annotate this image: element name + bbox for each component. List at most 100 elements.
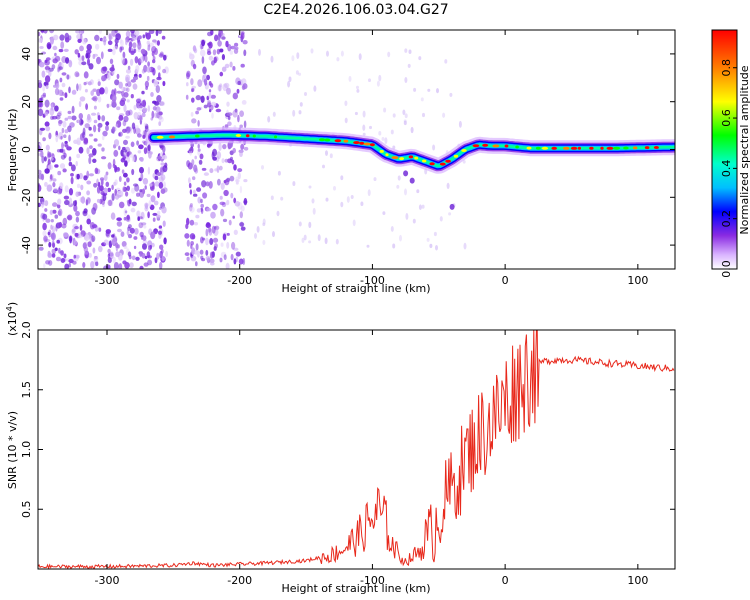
noise-speck [59, 77, 63, 83]
noise-speck [137, 150, 142, 154]
noise-speck [111, 94, 117, 103]
noise-speck [156, 252, 160, 260]
noise-speck [426, 237, 430, 242]
noise-speck [130, 94, 134, 99]
noise-speck [93, 105, 97, 110]
noise-speck [142, 243, 147, 250]
noise-speck [240, 226, 246, 231]
spectrogram-x-ticks: -300 -200 -100 0 100 [95, 30, 648, 287]
noise-speck [232, 66, 236, 71]
noise-speck [212, 237, 219, 243]
noise-speck [299, 102, 303, 107]
noise-speck [195, 243, 199, 251]
noise-speck [156, 172, 162, 177]
noise-speck [48, 67, 54, 72]
noise-speck [45, 126, 51, 132]
noise-speck [111, 64, 115, 71]
noise-speck [192, 63, 197, 70]
noise-speck [78, 113, 84, 120]
noise-speck [206, 50, 212, 56]
noise-speck [410, 126, 414, 134]
noise-speck [107, 253, 111, 259]
noise-speck [156, 210, 161, 216]
noise-speck [87, 58, 90, 66]
noise-speck [45, 260, 51, 265]
noise-speck [152, 59, 156, 64]
noise-speck [103, 239, 109, 246]
noise-speck [310, 48, 314, 54]
noise-speck [202, 237, 206, 241]
noise-speck [61, 72, 67, 76]
noise-speck [138, 73, 142, 78]
noise-speck [152, 100, 157, 104]
noise-speck [242, 257, 246, 266]
noise-speck [232, 215, 235, 219]
noise-speck [236, 88, 240, 94]
noise-speck [192, 176, 196, 181]
spectrogram-noise [38, 30, 467, 269]
noise-speck [162, 155, 168, 160]
noise-speck [83, 71, 89, 79]
noise-speck [216, 151, 222, 160]
ridge-hotspot [369, 143, 375, 147]
noise-speck [195, 95, 201, 101]
noise-speck [210, 83, 214, 88]
noise-speck [346, 196, 350, 203]
noise-speck [98, 30, 103, 34]
noise-speck [120, 149, 124, 157]
noise-speck [195, 214, 200, 219]
noise-speck [116, 221, 123, 227]
noise-speck [75, 30, 81, 34]
noise-speck [221, 158, 225, 164]
noise-speck [126, 151, 130, 157]
noise-speck [134, 228, 139, 235]
ridge-hotspot [414, 156, 419, 160]
noise-speck [86, 180, 92, 185]
noise-speck [219, 48, 224, 53]
noise-speck [61, 127, 65, 134]
noise-speck [235, 46, 239, 50]
noise-speck [158, 230, 162, 235]
noise-speck [184, 233, 190, 239]
noise-speck [38, 169, 42, 175]
noise-speck [71, 115, 77, 121]
noise-speck [86, 197, 91, 205]
noise-speck [67, 110, 72, 115]
spectrogram-x-tick-label: -200 [227, 274, 252, 287]
noise-speck [137, 133, 142, 138]
noise-speck [392, 113, 396, 118]
noise-speck [420, 97, 424, 102]
noise-speck [207, 100, 211, 105]
noise-speck [222, 144, 227, 150]
noise-speck [151, 110, 155, 119]
noise-speck [206, 207, 212, 212]
noise-speck [123, 172, 128, 178]
ridge-hotspot [606, 146, 614, 150]
noise-speck [144, 80, 149, 88]
noise-speck [141, 112, 146, 118]
noise-speck [86, 116, 92, 123]
noise-speck [325, 197, 329, 202]
noise-speck [152, 217, 156, 222]
noise-speck [118, 81, 123, 89]
noise-speck [45, 69, 51, 73]
noise-speck [208, 55, 214, 61]
noise-speck [159, 261, 163, 269]
noise-speck [131, 36, 136, 42]
noise-speck [58, 221, 63, 228]
noise-speck [238, 258, 244, 265]
noise-speck [243, 179, 248, 183]
noise-speck [233, 229, 238, 235]
noise-speck [325, 150, 328, 156]
snr-x-tick-label: -100 [360, 574, 385, 587]
noise-speck [104, 86, 109, 95]
noise-speck [224, 63, 230, 69]
noise-speck [44, 99, 50, 108]
noise-speck [43, 30, 48, 34]
noise-speck [38, 144, 41, 152]
ridge-hotspot [156, 135, 164, 139]
ridge-hotspot [334, 139, 342, 143]
ridge-hotspot [551, 146, 557, 150]
noise-speck [76, 33, 81, 40]
noise-speck [152, 106, 157, 111]
